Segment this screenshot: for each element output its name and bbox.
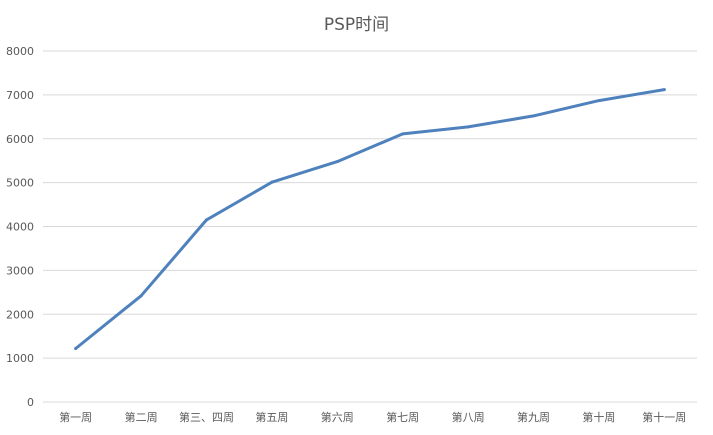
x-tick-label-2: 第二周	[125, 410, 158, 424]
y-tick-label-2000: 2000	[6, 308, 34, 321]
x-tick-label-7: 第八周	[452, 410, 485, 424]
y-tick-label-0: 0	[27, 396, 34, 409]
x-tick-label-3: 第三、四周	[179, 410, 234, 424]
y-axis-ticks: 0 1000 2000 3000 4000 5000 6000 7000 8000	[6, 45, 34, 409]
y-tick-label-7000: 7000	[6, 89, 34, 102]
y-tick-label-6000: 6000	[6, 133, 34, 146]
data-point-3	[205, 218, 208, 222]
data-point-5	[335, 160, 339, 164]
data-point-1	[74, 346, 78, 350]
chart-title: PSP时间	[323, 15, 390, 35]
gridlines	[43, 50, 697, 403]
data-point-9	[597, 99, 601, 103]
data-point-8	[532, 114, 535, 118]
x-tick-label-1: 第一周	[59, 410, 92, 424]
y-tick-label-8000: 8000	[6, 45, 34, 58]
x-tick-label-10: 第十一周	[642, 410, 686, 424]
data-point-4	[270, 180, 274, 184]
x-axis-ticks: 第一周 第二周 第三、四周 第五周 第六周 第七周 第八周 第九周 第十周 第十一周	[59, 410, 686, 424]
data-point-2	[139, 294, 143, 298]
x-tick-label-4: 第五周	[255, 410, 288, 424]
series-line-1	[74, 88, 666, 350]
data-point-6	[401, 132, 405, 136]
x-tick-label-8: 第九周	[517, 410, 550, 424]
y-tick-label-5000: 5000	[6, 177, 34, 190]
series-layer	[74, 88, 666, 350]
data-point-10	[662, 88, 666, 92]
x-tick-label-5: 第六周	[321, 410, 354, 424]
data-point-7	[466, 125, 470, 129]
x-tick-label-9: 第十周	[582, 410, 615, 424]
x-tick-label-6: 第七周	[386, 410, 419, 424]
y-tick-label-4000: 4000	[6, 221, 34, 234]
y-tick-label-1000: 1000	[6, 352, 34, 365]
y-tick-label-3000: 3000	[6, 264, 34, 277]
